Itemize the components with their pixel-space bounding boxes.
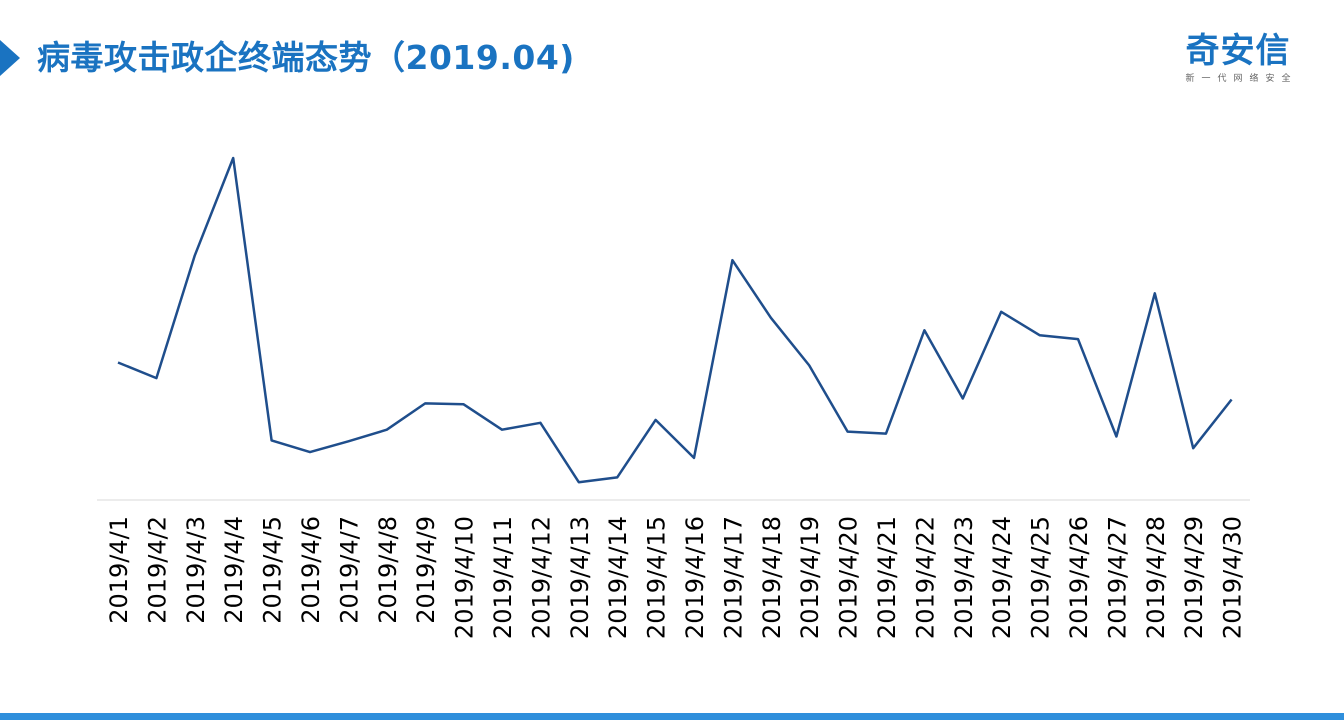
x-tick-label: 2019/4/12	[527, 516, 555, 639]
x-tick-label: 2019/4/15	[643, 516, 671, 639]
x-tick-label: 2019/4/2	[143, 516, 171, 624]
x-tick-label: 2019/4/30	[1219, 516, 1247, 639]
x-tick-label: 2019/4/23	[950, 516, 978, 639]
x-tick-label: 2019/4/27	[1103, 516, 1131, 639]
x-tick-labels: 2019/4/1 2019/4/2 2019/4/3 2019/4/4 2019/4/5…	[105, 516, 1247, 639]
x-tick-label: 2019/4/8	[374, 516, 402, 624]
brand-logo: 奇安信 新一代网络安全	[1176, 30, 1300, 86]
title-arrow-marker	[0, 40, 20, 76]
x-tick-label: 2019/4/1	[105, 516, 133, 624]
x-tick-label: 2019/4/19	[796, 516, 824, 639]
x-tick-label: 2019/4/9	[412, 516, 440, 624]
x-tick-label: 2019/4/3	[182, 516, 210, 624]
x-tick-label: 2019/4/10	[451, 516, 479, 639]
x-tick-label: 2019/4/22	[911, 516, 939, 639]
x-tick-label: 2019/4/4	[220, 516, 248, 624]
x-tick-label: 2019/4/13	[566, 516, 594, 639]
x-tick-label: 2019/4/29	[1180, 516, 1208, 639]
x-tick-label: 2019/4/18	[758, 516, 786, 639]
x-tick-label: 2019/4/24	[988, 516, 1016, 639]
x-tick-label: 2019/4/7	[335, 516, 363, 624]
x-tick-label: 2019/4/26	[1065, 516, 1093, 639]
x-tick-label: 2019/4/25	[1027, 516, 1055, 639]
logo-name: 奇安信	[1185, 31, 1291, 71]
series-line	[117, 156, 1233, 484]
logo-tagline: 新一代网络安全	[1185, 74, 1298, 84]
x-tick-label: 2019/4/20	[835, 516, 863, 639]
x-tick-label: 2019/4/17	[719, 516, 747, 639]
x-tick-label: 2019/4/21	[873, 516, 901, 639]
x-tick-label: 2019/4/6	[297, 516, 325, 624]
x-tick-label: 2019/4/11	[489, 516, 517, 639]
x-tick-label: 2019/4/28	[1142, 516, 1170, 639]
x-tick-label: 2019/4/16	[681, 516, 709, 639]
page-title: 病毒攻击政企终端态势（2019.04)	[37, 38, 575, 77]
bottom-accent-bar	[0, 713, 1344, 720]
x-tick-label: 2019/4/5	[259, 516, 287, 624]
x-tick-label: 2019/4/14	[604, 516, 632, 639]
